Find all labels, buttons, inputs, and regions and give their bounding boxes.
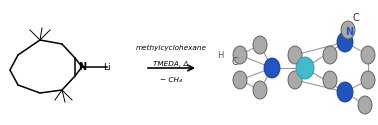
- Ellipse shape: [233, 71, 247, 89]
- Ellipse shape: [361, 46, 375, 64]
- Ellipse shape: [253, 81, 267, 99]
- Ellipse shape: [288, 71, 302, 89]
- Text: − CH₄: − CH₄: [160, 77, 182, 83]
- Ellipse shape: [288, 46, 302, 64]
- Ellipse shape: [341, 21, 355, 39]
- Ellipse shape: [296, 57, 314, 79]
- Ellipse shape: [358, 96, 372, 114]
- Ellipse shape: [361, 71, 375, 89]
- Text: N: N: [78, 62, 86, 72]
- Text: H: H: [217, 52, 223, 60]
- Ellipse shape: [233, 46, 247, 64]
- Text: Li: Li: [301, 63, 309, 73]
- Text: methylcyclohexane: methylcyclohexane: [135, 45, 206, 51]
- Text: TMEDA, Δ: TMEDA, Δ: [153, 61, 189, 67]
- Ellipse shape: [264, 58, 280, 78]
- Text: C: C: [353, 13, 359, 23]
- Ellipse shape: [253, 36, 267, 54]
- Ellipse shape: [323, 71, 337, 89]
- Ellipse shape: [337, 32, 353, 52]
- Text: Li: Li: [103, 62, 111, 72]
- Text: N: N: [268, 63, 276, 73]
- Ellipse shape: [323, 46, 337, 64]
- Text: C: C: [232, 57, 239, 67]
- Text: N: N: [345, 27, 353, 37]
- Ellipse shape: [337, 82, 353, 102]
